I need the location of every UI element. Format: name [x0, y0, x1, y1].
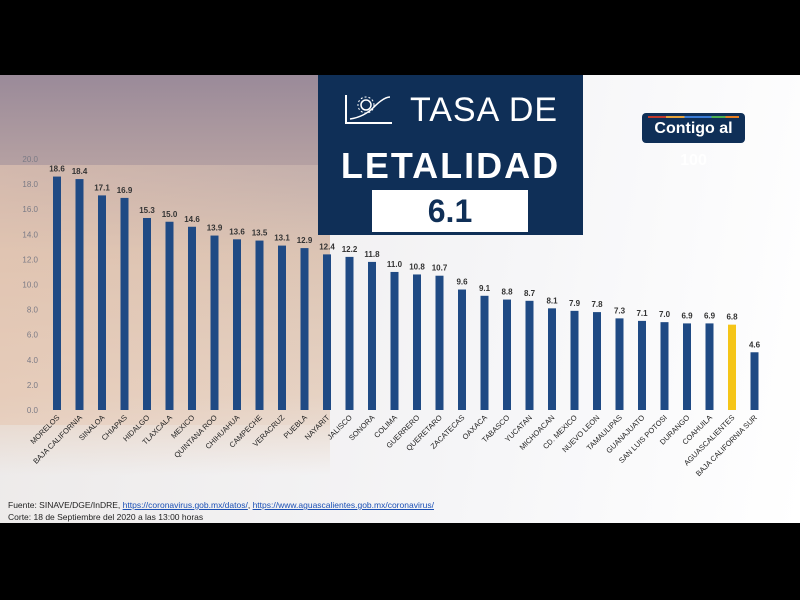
data-label: 18.6 [49, 165, 65, 174]
link-coronavirus[interactable]: https://coronavirus.gob.mx/datos/ [122, 500, 248, 510]
data-label: 9.6 [456, 278, 468, 287]
bar [705, 323, 714, 410]
y-tick-label: 18.0 [22, 180, 38, 189]
bar [503, 299, 511, 410]
bar [728, 324, 736, 410]
bar [98, 195, 106, 410]
y-tick-label: 6.0 [27, 331, 39, 340]
bar [435, 275, 444, 410]
source-label: Fuente: SINAVE/DGE/InDRE, [8, 500, 123, 510]
bar [323, 254, 331, 410]
bar [570, 310, 579, 410]
data-label: 6.9 [681, 311, 693, 320]
data-label: 15.3 [139, 206, 155, 215]
bar [660, 322, 669, 410]
y-tick-label: 20.0 [22, 155, 38, 164]
bar [615, 318, 624, 410]
data-label: 11.8 [364, 250, 380, 259]
data-label: 7.0 [659, 310, 671, 319]
infographic: 0.0 2.0 4.0 6.0 8.0 10.0 12.0 14.0 16.0 18.0 20.0 1… [0, 75, 800, 523]
data-label: 12.4 [319, 242, 335, 251]
data-label: 8.8 [501, 288, 513, 297]
data-label: 12.9 [297, 236, 313, 245]
contigo-al-100-logo: Contigo al 100 [642, 113, 745, 169]
bar [458, 289, 466, 410]
bar [750, 352, 759, 410]
data-label: 13.6 [229, 227, 245, 236]
data-label: 4.6 [749, 340, 761, 349]
data-label: 7.1 [636, 309, 648, 318]
title-line2: LETALIDAD [340, 145, 561, 186]
bar [368, 261, 376, 410]
data-label: 7.9 [569, 299, 581, 308]
data-label: 17.1 [94, 183, 110, 192]
bar [278, 245, 286, 410]
bar [548, 308, 556, 410]
data-label: 6.9 [704, 311, 716, 320]
bar [683, 323, 691, 410]
y-tick-label: 8.0 [27, 306, 39, 315]
y-tick-label: 12.0 [22, 255, 38, 264]
title-panel: TASA DE LETALIDAD 6.1 [318, 75, 583, 235]
y-tick-label: 10.0 [22, 281, 38, 290]
bar [233, 239, 241, 410]
bar [390, 271, 399, 410]
bar [525, 300, 534, 410]
data-label: 7.8 [591, 300, 603, 309]
bar [593, 312, 601, 410]
data-label: 8.1 [546, 296, 558, 305]
data-label: 13.5 [252, 229, 268, 238]
y-tick-label: 4.0 [27, 356, 39, 365]
footer-source: Fuente: SINAVE/DGE/InDRE, https://corona… [8, 499, 434, 523]
data-label: 15.0 [162, 210, 178, 219]
data-label: 8.7 [524, 289, 536, 298]
bar [413, 274, 421, 410]
link-aguascalientes[interactable]: https://www.aguascalientes.gob.mx/corona… [252, 500, 434, 510]
title-line1: TASA DE [410, 91, 559, 129]
y-tick-label: 16.0 [22, 205, 38, 214]
bar [165, 221, 174, 410]
bar [188, 226, 196, 410]
bar-chart: 0.0 2.0 4.0 6.0 8.0 10.0 12.0 14.0 16.0 18.0 20.0 1… [22, 155, 761, 478]
bar [210, 235, 219, 410]
bar [345, 256, 354, 410]
y-tick-label: 14.0 [22, 230, 38, 239]
bar [75, 179, 84, 410]
bar [120, 197, 129, 410]
data-label: 6.8 [726, 313, 738, 322]
y-tick-label: 0.0 [27, 406, 39, 415]
data-label: 14.6 [184, 215, 200, 224]
cut-date: Corte: 18 de Septiembre del 2020 a las 1… [8, 512, 204, 522]
bar [300, 248, 309, 410]
data-label: 12.2 [342, 245, 358, 254]
national-rate-value: 6.1 [372, 190, 528, 232]
data-label: 10.7 [432, 264, 448, 273]
data-label: 10.8 [409, 262, 425, 271]
data-label: 18.4 [72, 167, 88, 176]
data-label: 9.1 [479, 284, 491, 293]
bar [638, 320, 646, 410]
bar [53, 176, 61, 410]
separator: , [247, 500, 253, 510]
logo-text: Contigo al 100 [654, 120, 733, 169]
data-label: 13.9 [207, 224, 223, 233]
data-label: 11.0 [387, 260, 403, 269]
bar [143, 217, 151, 410]
bar [255, 240, 264, 410]
chart-virus-icon [345, 95, 392, 124]
data-label: 13.1 [274, 234, 290, 243]
data-label: 16.9 [117, 186, 133, 195]
data-label: 7.3 [614, 306, 626, 315]
bar [480, 295, 489, 410]
y-tick-label: 2.0 [27, 381, 39, 390]
